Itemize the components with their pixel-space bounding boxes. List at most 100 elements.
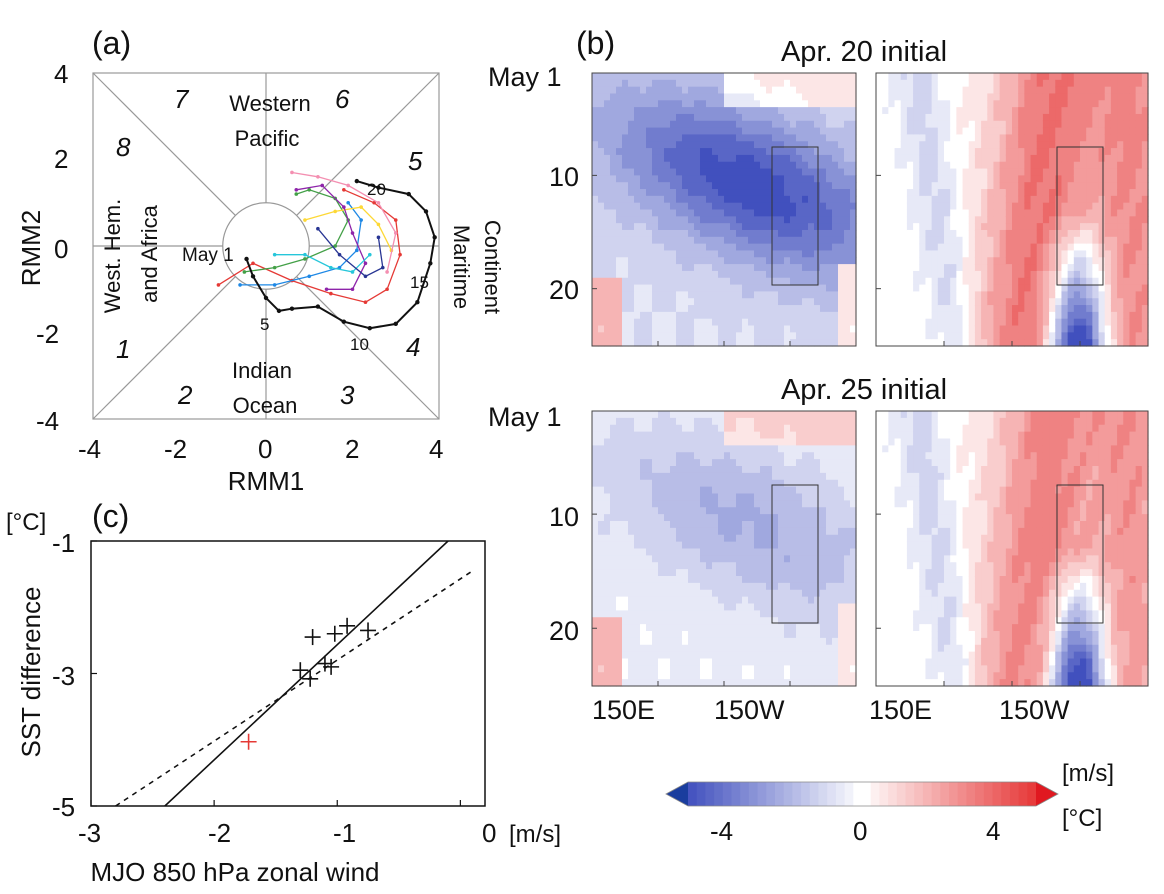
- heatmap-cell: [888, 120, 896, 129]
- heatmap-cell: [766, 161, 773, 170]
- heatmap-cell: [1141, 339, 1149, 347]
- heatmap-cell: [760, 596, 767, 605]
- heatmap-cell: [736, 466, 743, 474]
- heatmap-cell: [634, 445, 641, 453]
- heatmap-cell: [950, 223, 957, 231]
- heatmap-cell: [676, 305, 683, 313]
- heatmap-cell: [754, 148, 761, 156]
- heatmap-cell: [1012, 100, 1019, 108]
- heatmap-cell: [658, 229, 665, 238]
- heatmap-cell: [784, 202, 791, 211]
- heatmap-cell: [1073, 134, 1081, 142]
- heatmap-cell: [784, 107, 791, 115]
- heatmap-cell: [844, 305, 851, 313]
- heatmap-cell: [1086, 182, 1093, 190]
- heatmap-cell: [1055, 189, 1063, 197]
- heatmap-cell: [682, 339, 689, 347]
- heatmap-cell: [931, 113, 939, 122]
- heatmap-cell: [894, 311, 902, 320]
- heatmap-cell: [724, 79, 731, 88]
- heatmap-cell: [622, 154, 629, 163]
- heatmap-cell: [724, 507, 731, 515]
- heatmap-cell: [646, 264, 653, 272]
- heatmap-cell: [962, 311, 970, 320]
- heatmap-cell: [900, 264, 908, 272]
- heatmap-cell: [1098, 202, 1106, 211]
- heatmap-cell: [748, 411, 755, 419]
- heatmap-cell: [844, 100, 851, 108]
- heatmap-cell: [832, 86, 839, 95]
- heatmap-cell: [919, 243, 927, 252]
- heatmap-cell: [598, 534, 605, 543]
- heatmap-cell: [646, 679, 653, 687]
- heatmap-cell: [730, 100, 737, 108]
- heatmap-cell: [766, 291, 773, 299]
- heatmap-cell: [640, 534, 647, 543]
- heatmap-cell: [784, 679, 791, 687]
- heatmap-cell: [688, 665, 695, 673]
- heatmap-cell: [894, 195, 902, 204]
- heatmap-cell: [950, 250, 957, 258]
- heatmap-cell: [658, 161, 665, 170]
- heatmap-cell: [962, 257, 970, 265]
- heatmap-cell: [820, 161, 827, 170]
- heatmap-cell: [640, 644, 647, 653]
- heatmap-cell: [658, 73, 665, 81]
- heatmap-cell: [766, 637, 773, 646]
- heatmap-cell: [610, 582, 617, 591]
- heatmap-cell: [694, 86, 701, 95]
- heatmap-cell: [640, 298, 647, 306]
- heatmap-cell: [592, 298, 599, 306]
- heatmap-cell: [694, 541, 701, 550]
- heatmap-cell: [730, 257, 737, 265]
- heatmap-cell: [999, 79, 1007, 88]
- heatmap-cell: [1098, 257, 1106, 265]
- heatmap-cell: [944, 175, 951, 183]
- heatmap-cell: [796, 93, 803, 101]
- heatmap-cell: [844, 284, 851, 292]
- heatmap-cell: [640, 555, 647, 563]
- heatmap-cell: [993, 311, 1001, 320]
- heatmap-cell: [682, 658, 689, 666]
- heatmap-cell: [766, 679, 773, 687]
- heatmap-cell: [820, 291, 827, 299]
- heatmap-cell: [610, 679, 617, 687]
- heatmap-cell: [736, 576, 743, 584]
- heatmap-cell: [937, 113, 945, 122]
- heatmap-cell: [1123, 195, 1131, 204]
- heatmap-cell: [950, 141, 957, 149]
- heatmap-cell: [634, 541, 641, 550]
- heatmap-cell: [592, 107, 599, 115]
- region-top-2: Pacific: [235, 126, 300, 151]
- heatmap-cell: [987, 216, 995, 224]
- heatmap-cell: [754, 182, 761, 190]
- forecast-5-point-0: [272, 252, 277, 257]
- heatmap-cell: [640, 148, 647, 156]
- heatmap-cell: [598, 86, 605, 95]
- heatmap-cell: [962, 229, 970, 238]
- heatmap-cell: [730, 466, 737, 474]
- heatmap-cell: [658, 100, 665, 108]
- heatmap-cell: [1012, 168, 1019, 176]
- heatmap-cell: [610, 589, 617, 598]
- heatmap-cell: [742, 168, 749, 176]
- heatmap-cell: [700, 658, 707, 666]
- heatmap-cell: [944, 120, 951, 129]
- heatmap-cell: [1042, 154, 1050, 163]
- heatmap-cell: [658, 79, 665, 88]
- heatmap-cell: [628, 459, 635, 467]
- heatmap-cell: [700, 216, 707, 224]
- heatmap-cell: [1030, 243, 1038, 252]
- heatmap-cell: [906, 264, 914, 272]
- heatmap-cell: [820, 168, 827, 176]
- heatmap-cell: [616, 202, 623, 211]
- heatmap-cell: [844, 216, 851, 224]
- heatmap-cell: [778, 298, 785, 306]
- heatmap-cell: [1141, 243, 1149, 252]
- heatmap-cell: [1036, 284, 1044, 292]
- heatmap-cell: [766, 596, 773, 605]
- heatmap-cell: [1092, 141, 1100, 149]
- heatmap-cell: [598, 637, 605, 646]
- heatmap-cell: [688, 120, 695, 129]
- heatmap-cell: [640, 438, 647, 446]
